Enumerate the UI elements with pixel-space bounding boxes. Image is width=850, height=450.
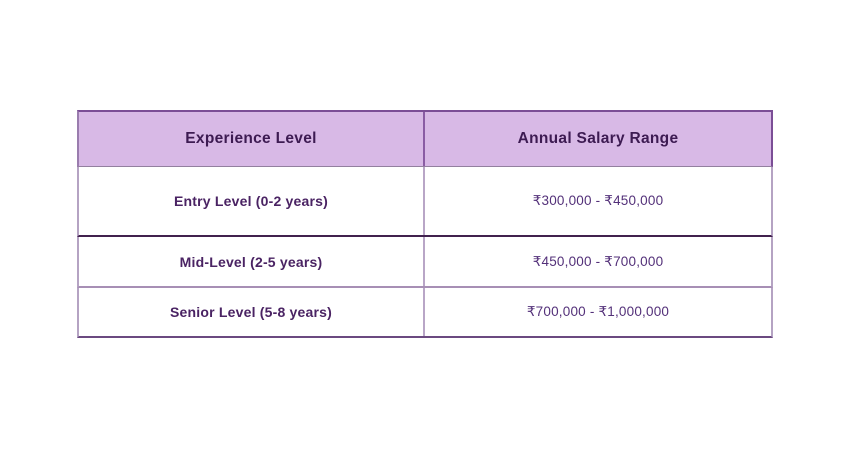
table-row-senior-level: Senior Level (5-8 years) ₹700,000 - ₹1,0… xyxy=(77,288,773,338)
cell-mid-salary: ₹450,000 - ₹700,000 xyxy=(425,237,771,286)
cell-senior-level: Senior Level (5-8 years) xyxy=(79,288,425,336)
column-header-label: Experience Level xyxy=(185,130,317,147)
column-header-label: Annual Salary Range xyxy=(517,130,679,147)
cell-entry-level: Entry Level (0-2 years) xyxy=(79,167,425,235)
column-header-experience-level: Experience Level xyxy=(79,112,425,166)
salary-range-value: ₹300,000 - ₹450,000 xyxy=(532,193,664,208)
cell-mid-level: Mid-Level (2-5 years) xyxy=(79,237,425,286)
salary-range-value: ₹700,000 - ₹1,000,000 xyxy=(526,304,670,319)
column-header-annual-salary-range: Annual Salary Range xyxy=(425,112,771,166)
experience-level-label: Entry Level (0-2 years) xyxy=(173,193,328,209)
experience-level-label: Senior Level (5-8 years) xyxy=(170,304,332,320)
table-header-row: Experience Level Annual Salary Range xyxy=(77,110,773,167)
table-row-entry-level: Entry Level (0-2 years) ₹300,000 - ₹450,… xyxy=(77,167,773,237)
salary-range-value: ₹450,000 - ₹700,000 xyxy=(532,253,664,269)
experience-level-label: Mid-Level (2-5 years) xyxy=(179,253,323,270)
cell-entry-salary: ₹300,000 - ₹450,000 xyxy=(425,167,771,235)
cell-senior-salary: ₹700,000 - ₹1,000,000 xyxy=(425,288,771,336)
salary-table: Experience Level Annual Salary Range Ent… xyxy=(77,110,773,338)
table-row-mid-level: Mid-Level (2-5 years) ₹450,000 - ₹700,00… xyxy=(77,237,773,288)
